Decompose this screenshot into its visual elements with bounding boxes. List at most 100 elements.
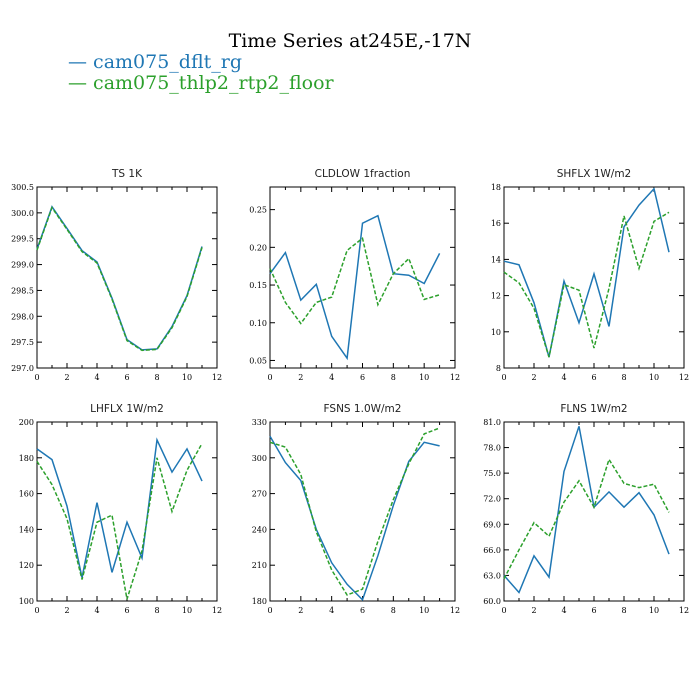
y-tick-label: 297.0: [11, 364, 34, 373]
x-tick-label: 6: [124, 373, 129, 382]
x-tick-label: 0: [501, 373, 506, 382]
x-tick-label: 12: [450, 373, 460, 382]
y-tick-label: 270: [252, 490, 267, 499]
y-tick-label: 200: [19, 418, 34, 427]
x-tick-label: 2: [298, 606, 303, 615]
x-tick-label: 8: [154, 606, 159, 615]
x-tick-label: 2: [531, 373, 536, 382]
x-tick-label: 12: [212, 606, 222, 615]
y-tick-label: 0.15: [249, 281, 267, 290]
y-tick-label: 12: [491, 292, 501, 301]
x-tick-label: 4: [561, 373, 566, 382]
series-line-1: [503, 426, 670, 594]
x-tick-label: 0: [34, 606, 39, 615]
x-tick-label: 6: [591, 373, 596, 382]
y-tick-label: 81.0: [483, 418, 501, 427]
series-line-2: [503, 457, 670, 580]
y-tick-label: 8: [496, 364, 501, 373]
y-tick-label: 75.0: [483, 469, 501, 478]
series-line-2: [36, 206, 203, 352]
x-tick-label: 10: [419, 373, 429, 382]
legend-label-1: cam075_dflt_rg: [93, 51, 242, 73]
plot-frame: [269, 421, 456, 602]
x-tick-label: 4: [94, 606, 99, 615]
series-line-1: [269, 214, 441, 361]
x-tick-label: 10: [649, 606, 659, 615]
x-tick-label: 8: [154, 373, 159, 382]
x-tick-label: 2: [531, 606, 536, 615]
y-tick-label: 300: [252, 454, 267, 463]
panel-title: SHFLX 1W/m2: [557, 168, 632, 180]
series-line-2: [269, 236, 440, 325]
y-tick-label: 66.0: [483, 546, 501, 555]
x-tick-label: 2: [64, 373, 69, 382]
panel-5: FSNS 1.0W/m2 0 2 4 6 8 10 12 180 210 240 270 300 330: [252, 403, 460, 615]
x-tick-label: 0: [501, 606, 506, 615]
panel-4: LHFLX 1W/m2 0 2 4 6 8 10 12 100 120 140 160 180 200: [19, 403, 222, 615]
y-tick-label: 120: [19, 561, 34, 570]
series-line-2: [503, 211, 670, 358]
panel-title: FSNS 1.0W/m2: [324, 403, 402, 415]
panel-6: FLNS 1W/m2 0 2 4 6 8 10 12 60.0 63.0 66.0 69.0 72.0 7…: [483, 403, 689, 615]
legend-symbol-2: —: [68, 72, 87, 94]
x-tick-label: 12: [212, 373, 222, 382]
panel-3: SHFLX 1W/m2 0 2 4 6 8 10 12 8 10 12 14 16 18: [491, 168, 689, 382]
x-tick-label: 4: [329, 606, 334, 615]
y-tick-label: 140: [19, 525, 34, 534]
y-tick-label: 0.20: [249, 243, 267, 252]
legend-entry-1: — cam075_dflt_rg: [68, 51, 242, 73]
chart-panels: TS 1K 0 2 4 6 8 10 12 297.0 297.5 298.0 298.5 299.0 2…: [11, 168, 689, 615]
panel-title: LHFLX 1W/m2: [90, 403, 164, 415]
x-tick-label: 2: [64, 606, 69, 615]
y-tick-label: 300.5: [11, 183, 34, 192]
x-tick-label: 4: [329, 373, 334, 382]
legend-entry-2: — cam075_thlp2_rtp2_floor: [68, 72, 335, 94]
panel-title: FLNS 1W/m2: [560, 403, 627, 415]
x-tick-label: 12: [450, 606, 460, 615]
y-tick-label: 0.25: [249, 206, 267, 215]
y-tick-label: 300.0: [11, 209, 34, 218]
y-tick-label: 14: [491, 255, 501, 264]
y-tick-label: 0.10: [249, 319, 267, 328]
x-tick-label: 12: [679, 373, 689, 382]
y-tick-label: 160: [19, 490, 34, 499]
y-tick-label: 180: [19, 454, 34, 463]
panel-title: TS 1K: [111, 168, 143, 180]
legend: — cam075_dflt_rg — cam075_thlp2_rtp2_flo…: [68, 51, 335, 94]
series-line-1: [269, 435, 440, 602]
series-line-2: [36, 443, 203, 600]
panel-title: CLDLOW 1fraction: [315, 168, 411, 180]
x-tick-label: 8: [621, 606, 626, 615]
y-tick-label: 299.0: [11, 261, 34, 270]
y-tick-label: 69.0: [483, 520, 501, 529]
legend-symbol-1: —: [68, 51, 87, 73]
x-tick-label: 8: [621, 373, 626, 382]
y-tick-label: 10: [491, 328, 501, 337]
x-tick-label: 2: [298, 373, 303, 382]
panel-1: TS 1K 0 2 4 6 8 10 12 297.0 297.5 298.0 298.5 299.0 2…: [11, 168, 222, 382]
y-tick-label: 18: [491, 183, 501, 192]
x-tick-label: 0: [267, 606, 272, 615]
series-line-1: [503, 187, 670, 358]
x-tick-label: 0: [34, 373, 39, 382]
x-tick-label: 6: [124, 606, 129, 615]
x-tick-label: 6: [591, 606, 596, 615]
y-tick-label: 78.0: [483, 444, 501, 453]
y-tick-label: 297.5: [11, 338, 34, 347]
y-tick-label: 298.0: [11, 312, 34, 321]
x-tick-label: 6: [360, 373, 365, 382]
series-line-1: [36, 437, 203, 578]
x-tick-label: 10: [182, 606, 192, 615]
x-tick-label: 10: [419, 606, 429, 615]
y-tick-label: 180: [252, 597, 267, 606]
y-tick-label: 330: [252, 418, 267, 427]
y-tick-label: 298.5: [11, 286, 34, 295]
x-tick-label: 4: [561, 606, 566, 615]
y-tick-label: 0.05: [249, 356, 267, 365]
x-tick-label: 10: [182, 373, 192, 382]
y-tick-label: 60.0: [483, 597, 501, 606]
x-tick-label: 6: [360, 606, 365, 615]
x-tick-label: 8: [391, 606, 396, 615]
y-tick-label: 299.5: [11, 235, 34, 244]
